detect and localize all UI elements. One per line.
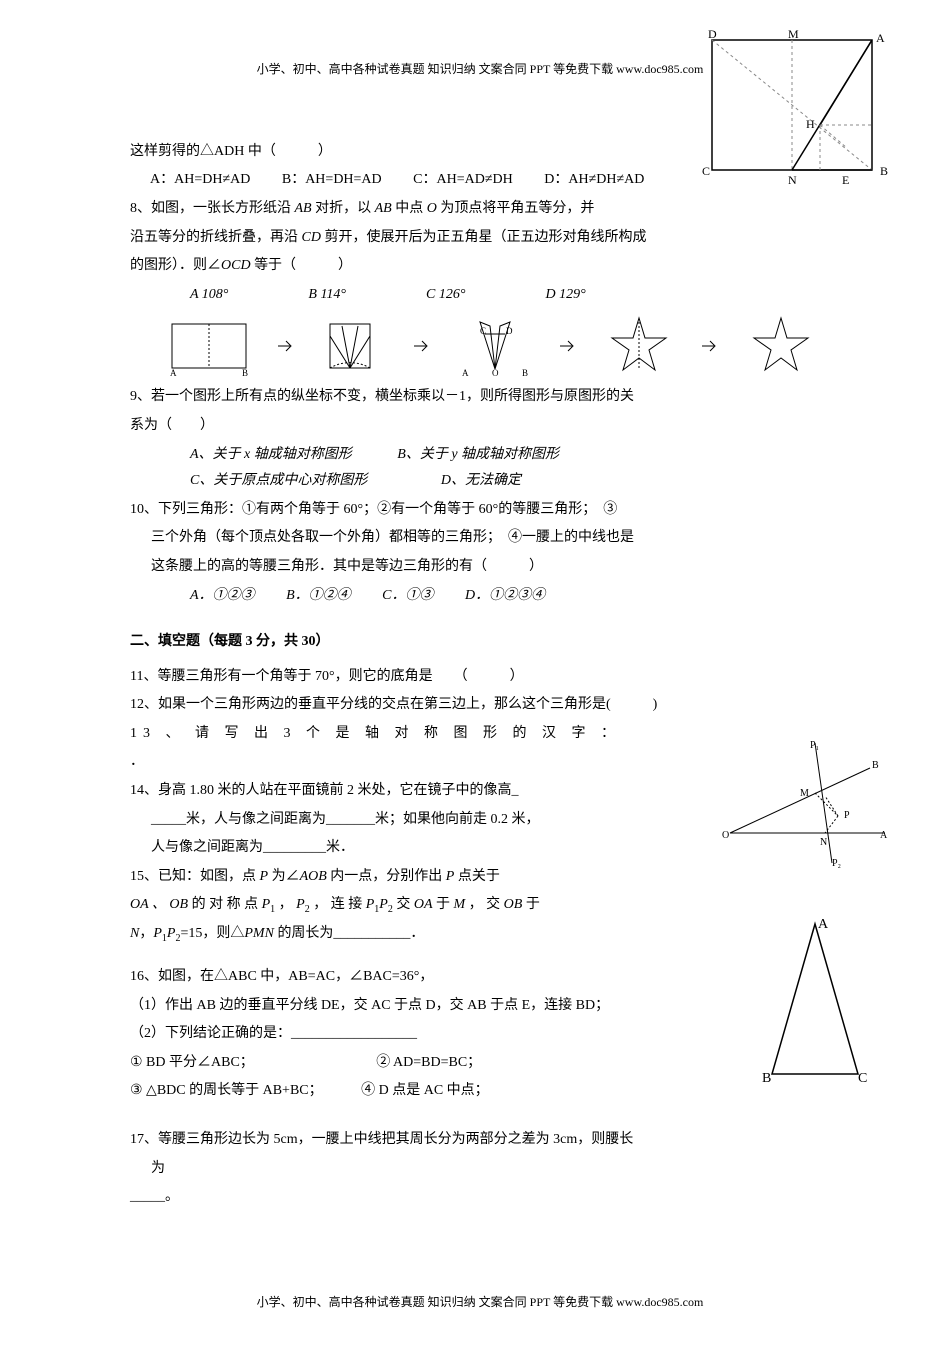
q10-opt-c: C．①③: [382, 588, 433, 603]
q7-options: A：AH=DH≠AD B：AH=DH=AD C：AH=AD≠DH D：AH≠DH…: [150, 167, 830, 194]
q11: 11、等腰三角形有一个角等于 70°，则它的底角是 （ ）: [130, 664, 830, 691]
q16-opt4: ④ D 点是 AC 中点；: [361, 1083, 489, 1098]
q8-opt-d: D 129°: [545, 282, 585, 309]
q9-opt-b: B、关于 y 轴成轴对称图形: [397, 447, 559, 462]
q17-l2: 为: [130, 1156, 830, 1183]
q17-l3: _____。: [130, 1184, 830, 1211]
q8-line1: 8、如图，一张长方形纸沿 AB 对折，以 AB 中点 O 为顶点将平角五等分，并: [130, 196, 830, 223]
fig-q16: A B C: [760, 916, 870, 1086]
q10-opt-d: D．①②③④: [465, 588, 545, 603]
q7-text: 这样剪得的△ADH 中（ ）: [130, 139, 830, 166]
q8-fig2: [324, 316, 384, 376]
page-footer: 小学、初中、高中各种试卷真题 知识归纳 文案合同 PPT 等免费下载 www.d…: [130, 1291, 830, 1314]
q7-opt-a: A：AH=DH≠AD: [150, 172, 250, 187]
fig-q15: P₁ B M P O N A P₂: [720, 738, 890, 868]
svg-text:O: O: [722, 830, 729, 841]
q10-options: A．①②③ B．①②④ C．①③ D．①②③④: [190, 583, 830, 610]
q8-figures: A B A O B C D: [170, 314, 830, 378]
q16-opts-row1: ① BD 平分∠ABC； ② AD=BD=BC；: [130, 1050, 830, 1077]
q8-fig1: A B: [170, 316, 248, 376]
q8-fig4: [606, 314, 672, 378]
q12: 12、如果一个三角形两边的垂直平分线的交点在第三边上，那么这个三角形是( ): [130, 692, 830, 719]
svg-text:A: A: [818, 917, 829, 932]
q15-l2: OA 、 OB 的 对 称 点 P1 ， P2 ， 连 接 P1P2 交 OA …: [130, 892, 670, 919]
q8-options: A 108° B 114° C 126° D 129°: [190, 282, 830, 309]
q10-opt-b: B．①②④: [286, 588, 351, 603]
q10-line2: 三个外角（每个顶点处各取一个外角）都相等的三角形； ④一腰上的中线也是: [130, 525, 830, 552]
svg-text:P: P: [844, 810, 850, 821]
q9-line2: 系为（ ）: [130, 413, 830, 440]
q9-opt-d: D、无法确定: [441, 473, 521, 488]
q15-l3: N，P1P2=15，则△PMN 的周长为___________．: [130, 921, 670, 948]
q9-opt-c: C、关于原点成中心对称图形: [190, 473, 367, 488]
q9-opt-a: A、关于 x 轴成轴对称图形: [190, 447, 352, 462]
section2-title: 二、填空题（每题 3 分，共 30）: [130, 629, 830, 656]
q16-l1: 16、如图，在△ABC 中，AB=AC，∠BAC=36°，: [130, 964, 830, 991]
q14-l2: _____米，人与像之间距离为_______米；如果他向前走 0.2 米，: [130, 807, 670, 834]
svg-text:B: B: [872, 760, 879, 771]
svg-text:B: B: [242, 368, 248, 376]
svg-text:D: D: [506, 326, 513, 336]
q16-l3: （2）下列结论正确的是：__________________: [130, 1021, 830, 1048]
q8-line3: 的图形）．则∠OCD 等于（ ）: [130, 253, 830, 280]
q10-line3: 这条腰上的高的等腰三角形．其中是等边三角形的有（ ）: [130, 554, 830, 581]
q14-l1: 14、身高 1.80 米的人站在平面镜前 2 米处，它在镜子中的像高_: [130, 778, 670, 805]
arrow-icon: [700, 336, 720, 356]
arrow-icon: [412, 336, 432, 356]
svg-text:N: N: [820, 837, 827, 848]
q7-opt-d: D：AH≠DH≠AD: [544, 172, 644, 187]
q17-l1: 17、等腰三角形边长为 5cm，一腰上中线把其周长分为两部分之差为 3cm，则腰…: [130, 1127, 830, 1154]
svg-text:M: M: [800, 788, 809, 799]
q8-opt-b: B 114°: [308, 282, 346, 309]
arrow-icon: [276, 336, 296, 356]
svg-text:A: A: [462, 368, 469, 378]
svg-text:C: C: [858, 1071, 867, 1086]
svg-text:A: A: [880, 830, 888, 841]
q16-opt2: ② AD=BD=BC；: [376, 1055, 481, 1070]
svg-text:O: O: [492, 368, 499, 378]
svg-text:B: B: [522, 368, 528, 378]
svg-text:P₁: P₁: [810, 740, 819, 751]
q16-opt3: ③ △BDC 的周长等于 AB+BC；: [130, 1083, 316, 1098]
q15-l1: 15、已知：如图，点 P 为∠AOB 内一点，分别作出 P 点关于: [130, 864, 670, 891]
q8-line2: 沿五等分的折线折叠，再沿 CD 剪开，使展开后为正五角星（正五边形对角线所构成: [130, 225, 830, 252]
svg-text:A: A: [170, 368, 177, 376]
q7-opt-b: B：AH=DH=AD: [282, 172, 382, 187]
page-header: 小学、初中、高中各种试卷真题 知识归纳 文案合同 PPT 等免费下载 www.d…: [130, 58, 830, 81]
arrow-icon: [558, 336, 578, 356]
q8-fig5: [748, 314, 814, 378]
q16-l2: （1）作出 AB 边的垂直平分线 DE，交 AC 于点 D，交 AB 于点 E，…: [130, 993, 830, 1020]
svg-text:B: B: [762, 1071, 771, 1086]
q14-l3: 人与像之间距离为_________米．: [130, 835, 670, 862]
svg-text:C: C: [480, 326, 486, 336]
q16-opt1: ① BD 平分∠ABC；: [130, 1055, 247, 1070]
q8-opt-a: A 108°: [190, 282, 228, 309]
q10-opt-a: A．①②③: [190, 588, 255, 603]
q9-line1: 9、若一个图形上所有点的纵坐标不变，横坐标乘以－1，则所得图形与原图形的关: [130, 384, 830, 411]
q8-opt-c: C 126°: [426, 282, 465, 309]
q8-fig3: A O B C D: [460, 314, 530, 378]
q7-opt-c: C：AH=AD≠DH: [413, 172, 513, 187]
q16-opts-row2: ③ △BDC 的周长等于 AB+BC； ④ D 点是 AC 中点；: [130, 1078, 830, 1105]
svg-text:P₂: P₂: [832, 858, 841, 868]
q9-options: A、关于 x 轴成轴对称图形 B、关于 y 轴成轴对称图形 C、关于原点成中心对…: [190, 442, 830, 495]
q10-line1: 10、下列三角形：①有两个角等于 60°；②有一个角等于 60°的等腰三角形； …: [130, 497, 830, 524]
